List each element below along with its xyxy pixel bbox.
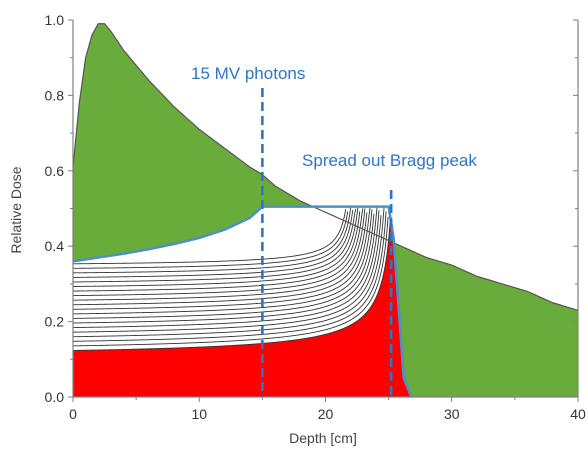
- x-tick-label: 20: [318, 406, 334, 422]
- y-tick-label: 0.6: [45, 163, 65, 179]
- pristine-curve-1: [72, 221, 392, 351]
- x-tick-label: 0: [69, 406, 77, 422]
- annotations: 15 MV photons Spread out Bragg peak: [191, 64, 477, 397]
- pristine-curve-17: [72, 210, 354, 278]
- distal-red-fill: [73, 218, 412, 397]
- axes: 0.0 0.2 0.4 0.6 0.8 1.0 0 10 20 30 40: [45, 12, 586, 422]
- x-tick-label: 10: [191, 406, 207, 422]
- pristine-curve-10: [72, 207, 371, 310]
- pristine-curve-4: [72, 207, 385, 338]
- pristine-curve-15: [72, 207, 359, 287]
- pristine-curve-18: [72, 207, 352, 274]
- y-tick-label: 1.0: [45, 12, 65, 28]
- pristine-curve-2: [72, 216, 389, 347]
- photon-dose-curve: [72, 23, 579, 311]
- pristine-curve-3: [72, 211, 387, 342]
- x-tick-label: 30: [444, 406, 460, 422]
- pristine-curve-11: [72, 212, 368, 306]
- y-tick-label: 0.0: [45, 389, 65, 405]
- pristine-curve-19: [72, 211, 349, 269]
- sobp-curve: [72, 205, 413, 398]
- pristine-curve-5: [72, 215, 382, 333]
- y-axis-label: Relative Dose: [8, 166, 24, 253]
- y-tick-label: 0.2: [45, 314, 65, 330]
- photon-annotation: 15 MV photons: [191, 64, 305, 83]
- x-tick-label: 40: [570, 406, 586, 422]
- y-tick-label: 0.8: [45, 87, 65, 103]
- pristine-curve-14: [72, 211, 361, 292]
- pristine-bragg-curves: [72, 207, 392, 351]
- pristine-curve-7: [72, 207, 378, 324]
- pristine-curve-12: [72, 208, 366, 301]
- distal-red-area: [73, 218, 412, 397]
- x-axis-label: Depth [cm]: [289, 430, 357, 446]
- pristine-curve-20: [72, 209, 347, 265]
- pristine-curve-16: [72, 208, 357, 283]
- pristine-curve-6: [72, 210, 380, 329]
- pristine-curve-9: [72, 209, 373, 315]
- pristine-curve-8: [72, 213, 375, 319]
- y-tick-label: 0.4: [45, 238, 65, 254]
- pristine-curve-13: [72, 208, 364, 297]
- sobp-annotation: Spread out Bragg peak: [302, 151, 477, 170]
